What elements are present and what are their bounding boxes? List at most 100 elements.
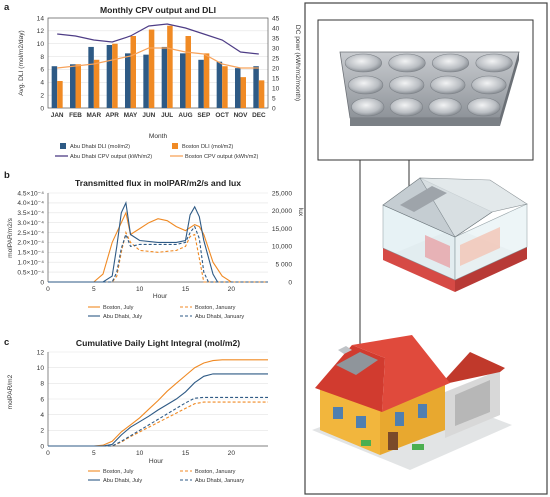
chart-b-y2label: lux	[297, 208, 304, 217]
cpv-lens	[351, 97, 385, 117]
chart-a-y2-tick: 0	[272, 105, 276, 112]
chart-b-y2-tick: 15,000	[272, 226, 293, 233]
series-line	[48, 401, 268, 447]
chart-a-y-tick: 0	[40, 105, 44, 112]
line-boston-cpv	[57, 47, 259, 69]
legend-entry: Boston, July	[103, 469, 134, 475]
bar-boston-dli	[93, 59, 100, 108]
cpv-lens	[389, 75, 425, 95]
chart-a-x-tick: DEC	[252, 112, 266, 119]
panel-a-label: a	[4, 2, 10, 13]
chart-x-tick: 20	[228, 286, 236, 293]
chart-y-tick: 3.0×10⁻⁴	[17, 220, 44, 227]
chart-b-y2-tick: 20,000	[272, 208, 293, 215]
chart-a-y2-tick: 20	[272, 65, 280, 72]
chart-c-title: Cumulative Daily Light Integral (mol/m2)	[76, 338, 240, 348]
legend-abu-cpv: Abu Dhabi CPV output (kWh/m2)	[70, 154, 152, 160]
chart-y-tick: 10	[37, 365, 45, 372]
bar-boston-dli	[57, 81, 63, 108]
bar-abu-dhabi-dli	[198, 59, 204, 108]
legend-entry: Abu Dhabi, January	[195, 314, 244, 320]
chart-b-xlabel: Hour	[153, 293, 168, 300]
house-roof-side	[352, 335, 450, 412]
cpv-lens	[475, 53, 513, 73]
chart-x-tick: 10	[136, 286, 144, 293]
garage-roof	[440, 352, 505, 385]
chart-a-x-tick: MAY	[124, 112, 138, 119]
chart-a-y2-tick: 30	[272, 45, 280, 52]
chart-a-y2-tick: 15	[272, 75, 280, 82]
chart-a-y2-tick: 35	[272, 35, 280, 42]
chart-y-tick: 0	[40, 279, 44, 286]
cpv-lens	[388, 53, 426, 73]
chart-a-x-ticks: JAN FEB MAR APR MAY JUN JUL AUG SEP OCT NOV DEC	[51, 112, 266, 119]
bar-abu-dhabi-dli	[161, 46, 168, 108]
cpv-lens	[467, 97, 501, 117]
bar-boston-dli	[167, 25, 173, 108]
cpv-lens	[471, 75, 507, 95]
series-line	[48, 359, 268, 447]
house-window	[356, 416, 366, 428]
legend-entry: Boston, January	[195, 305, 236, 311]
chart-x-tick: 15	[182, 286, 190, 293]
garage-door	[455, 380, 490, 426]
bar-abu-dhabi-dli	[51, 66, 58, 108]
chart-x-tick: 0	[46, 286, 50, 293]
chart-a-y2-tick: 45	[272, 15, 280, 22]
legend-entry: Abu Dhabi, January	[195, 478, 244, 484]
chart-a-ylabel: Avg. DLI (mol/m2/day)	[18, 30, 25, 95]
greenhouse-cpv-modules	[400, 186, 447, 212]
chart-a-y2-ticks: 0 5 10 15 20 25 30 35 40 45	[272, 15, 280, 112]
bar-boston-dli	[75, 64, 81, 108]
panel-a: a Monthly CPV output and DLI 0 2 4 6 8 10 12 14…	[4, 2, 301, 160]
chart-x-tick: 20	[228, 450, 236, 457]
chart-a-y2-tick: 10	[272, 85, 280, 92]
house-cpv-modules	[336, 352, 378, 375]
legend-marker-abu-dli	[60, 143, 66, 149]
house-wall-front	[320, 385, 380, 455]
chart-y-tick: 2.5×10⁻⁴	[17, 230, 44, 237]
chart-x-tick: 0	[46, 450, 50, 457]
chart-a-x-tick: MAR	[87, 112, 102, 119]
greenhouse-plants	[425, 235, 450, 268]
greenhouse-roof-right	[419, 177, 528, 238]
greenhouse-brick-side	[455, 247, 527, 292]
chart-x-tick: 15	[182, 450, 190, 457]
bar-boston-dli	[240, 77, 246, 108]
cpv-module-closeup	[317, 19, 534, 161]
chart-a-lines	[57, 23, 259, 69]
bar-boston-dli	[185, 36, 191, 108]
series-line	[48, 373, 268, 447]
cpv-lens	[428, 97, 462, 117]
cpv-lens	[344, 53, 383, 73]
chart-a-x-tick: AUG	[178, 112, 192, 119]
legend-entry: Boston, July	[103, 305, 134, 311]
bar-abu-dhabi-dli	[106, 45, 113, 108]
chart-y-tick: 3.5×10⁻⁴	[17, 210, 44, 217]
chart-b-y2-tick: 0	[288, 279, 292, 286]
bar-abu-dhabi-dli	[88, 46, 94, 108]
panel-c-label: c	[4, 337, 9, 348]
chart-a-x-tick: SEP	[197, 112, 211, 119]
chart-y-tick: 1.5×10⁻⁴	[17, 250, 44, 257]
chart-a-frame	[47, 17, 269, 109]
chart-y-tick: 2	[40, 428, 44, 435]
bar-abu-dhabi-dli	[180, 53, 186, 108]
legend-entry: Abu Dhabi, July	[103, 478, 142, 484]
series-line	[48, 225, 268, 283]
chart-c-grid	[48, 351, 268, 431]
chart-a-y2-tick: 5	[272, 95, 276, 102]
bar-boston-dli	[222, 66, 228, 108]
panel-b: b Transmitted flux in molPAR/m2/s and lu…	[4, 170, 304, 320]
chart-b-y2-tick: 10,000	[272, 244, 293, 251]
line-abu-dhabi-cpv	[57, 23, 259, 55]
chart-a-bars	[51, 25, 265, 109]
chart-a-y2-tick: 40	[272, 25, 280, 32]
legend-abu-dli: Abu Dhabi DLI (mol/m2)	[70, 144, 130, 150]
chart-y-tick: 4.5×10⁻⁴	[17, 190, 44, 197]
chart-a-y2label: DC powr (kWh/m2/month)	[294, 25, 301, 101]
chart-c-lines	[48, 359, 268, 447]
chart-a-x-tick: FEB	[69, 112, 82, 119]
chart-c-x-ticks: 0 5 10 15 20	[46, 450, 235, 457]
